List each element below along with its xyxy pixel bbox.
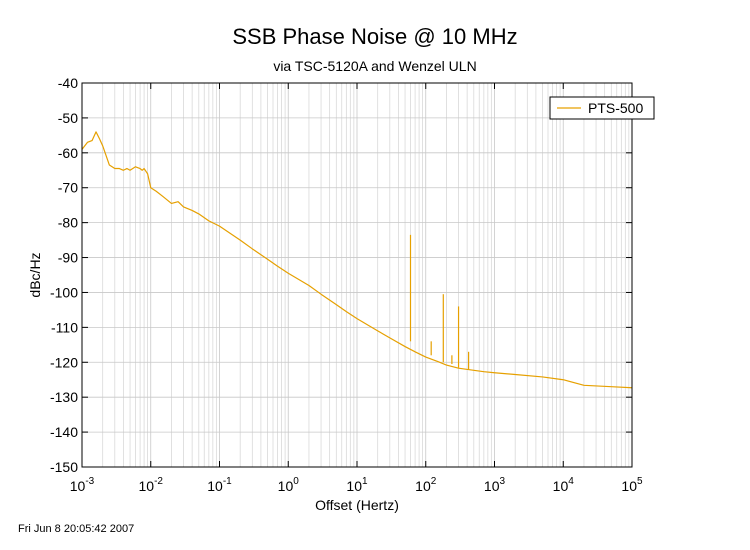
x-tick-label: 10-2 (139, 476, 164, 494)
x-tick-label: 105 (621, 476, 643, 494)
y-tick-label: -90 (58, 250, 78, 266)
x-tick-labels: 10-3 10-2 10-1 100 101 102 103 104 105 (70, 476, 643, 494)
y-axis-label: dBc/Hz (27, 252, 43, 297)
legend-box (549, 96, 655, 120)
y-tick-label: -140 (50, 424, 78, 440)
y-tick-label: -150 (50, 459, 78, 475)
x-tick-label: 10-1 (207, 476, 232, 494)
y-tick-label: -60 (58, 145, 78, 161)
y-tick-label: -110 (51, 319, 78, 335)
legend: PTS-500 (549, 96, 655, 120)
timestamp: Fri Jun 8 20:05:42 2007 (18, 523, 135, 535)
x-axis-label: Offset (Hertz) (315, 497, 399, 513)
chart-subtitle: via TSC-5120A and Wenzel ULN (273, 58, 477, 74)
y-tick-label: -50 (58, 110, 78, 126)
phase-noise-chart: -40 -50 -60 -70 -80 -90 -100 -110 -120 -130 -140 -1… (27, 75, 655, 513)
x-tick-label: 102 (415, 476, 437, 494)
x-tick-label: 10-3 (70, 476, 95, 494)
x-tick-label: 104 (553, 476, 575, 494)
y-tick-label: -40 (58, 75, 78, 91)
series-line-pts-500 (81, 131, 633, 389)
y-tick-label: -130 (50, 389, 78, 405)
series-layer (81, 131, 633, 389)
x-tick-label: 101 (346, 476, 368, 494)
y-tick-label: -120 (50, 354, 78, 370)
legend-label: PTS-500 (588, 100, 643, 116)
y-tick-label: -80 (58, 215, 78, 231)
grid-minor (102, 83, 630, 467)
y-tick-label: -70 (58, 180, 78, 196)
x-tick-label: 100 (278, 476, 300, 494)
y-tick-label: -100 (50, 284, 78, 300)
axis-ticks (81, 82, 633, 468)
y-tick-labels: -40 -50 -60 -70 -80 -90 -100 -110 -120 -130 -140 -1… (50, 75, 78, 475)
x-tick-label: 103 (484, 476, 506, 494)
grid-major (81, 82, 633, 468)
chart-title: SSB Phase Noise @ 10 MHz (232, 24, 518, 49)
